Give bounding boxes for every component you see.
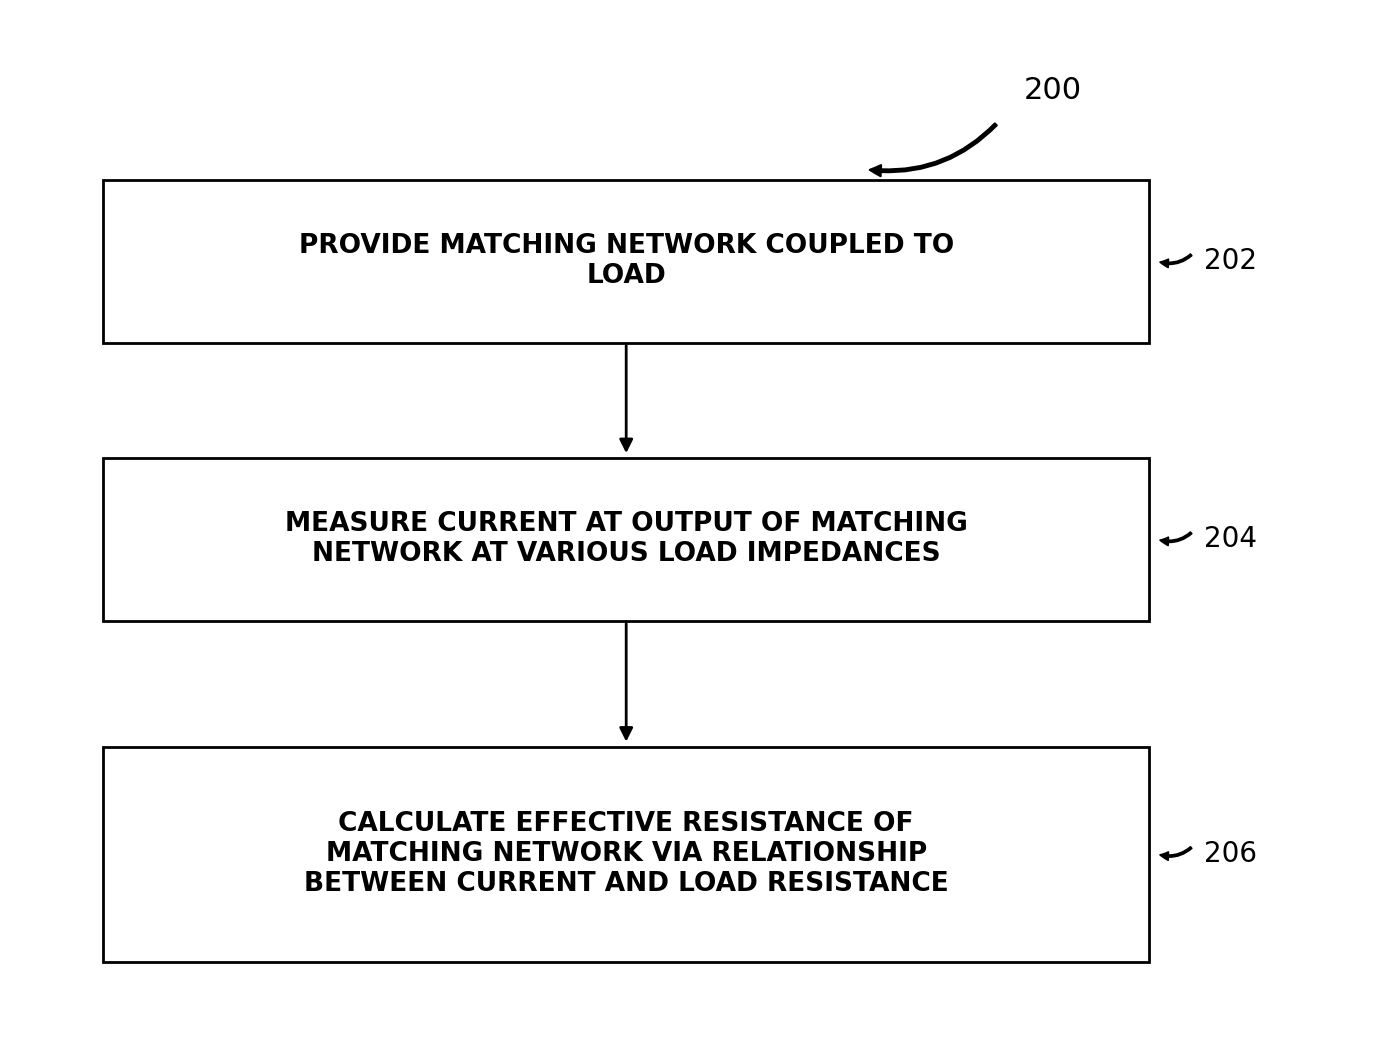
FancyArrowPatch shape [1161,847,1191,860]
FancyBboxPatch shape [103,746,1150,962]
Text: 200: 200 [1023,77,1081,105]
Text: 202: 202 [1204,248,1257,275]
FancyBboxPatch shape [103,458,1150,621]
FancyBboxPatch shape [103,180,1150,342]
Text: 206: 206 [1204,840,1257,868]
FancyArrowPatch shape [870,123,997,176]
FancyArrowPatch shape [1161,533,1191,545]
Text: MEASURE CURRENT AT OUTPUT OF MATCHING
NETWORK AT VARIOUS LOAD IMPEDANCES: MEASURE CURRENT AT OUTPUT OF MATCHING NE… [285,511,967,568]
Text: CALCULATE EFFECTIVE RESISTANCE OF
MATCHING NETWORK VIA RELATIONSHIP
BETWEEN CURR: CALCULATE EFFECTIVE RESISTANCE OF MATCHI… [304,811,948,897]
FancyArrowPatch shape [1161,254,1191,268]
Text: PROVIDE MATCHING NETWORK COUPLED TO
LOAD: PROVIDE MATCHING NETWORK COUPLED TO LOAD [299,234,954,289]
Text: 204: 204 [1204,525,1257,554]
